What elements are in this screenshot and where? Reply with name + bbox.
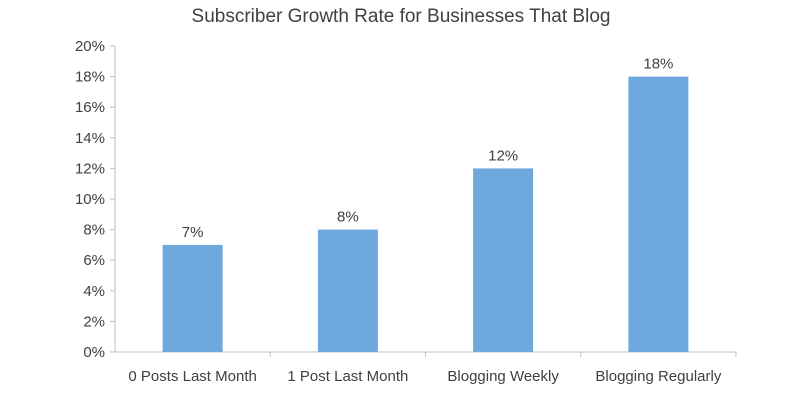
bar-3 — [473, 168, 534, 352]
bar-1 — [162, 244, 223, 352]
bars — [162, 76, 689, 352]
y-tick-label: 4% — [83, 283, 105, 300]
data-label: 7% — [182, 224, 204, 241]
y-tick-label: 10% — [75, 191, 105, 208]
y-tick-label: 0% — [83, 344, 105, 361]
data-labels: 7% 8% 12% 18% — [182, 56, 674, 241]
y-tick-label: 20% — [75, 38, 105, 55]
bar-4 — [628, 76, 689, 352]
chart-title: Subscriber Growth Rate for Businesses Th… — [191, 6, 611, 27]
y-tick-label: 2% — [83, 313, 105, 330]
data-label: 12% — [488, 147, 518, 164]
data-label: 8% — [337, 209, 359, 226]
y-tick-label: 8% — [83, 222, 105, 239]
y-tick-label: 6% — [83, 252, 105, 269]
y-tick-label: 16% — [75, 99, 105, 116]
x-category-label: Blogging Regularly — [595, 368, 721, 385]
y-tick-label: 18% — [75, 69, 105, 86]
bar-2 — [317, 229, 378, 352]
data-label: 18% — [643, 56, 673, 73]
x-category-label: Blogging Weekly — [447, 368, 559, 385]
y-tick-label: 12% — [75, 160, 105, 177]
y-axis: 0% 2% 4% 6% 8% 10% 12% 14% 16% 18% 20% — [75, 38, 116, 361]
x-category-label: 1 Post Last Month — [287, 368, 408, 385]
x-axis: 0 Posts Last Month 1 Post Last Month Blogg… — [115, 351, 737, 385]
x-category-label: 0 Posts Last Month — [128, 368, 256, 385]
y-tick-label: 14% — [75, 130, 105, 147]
